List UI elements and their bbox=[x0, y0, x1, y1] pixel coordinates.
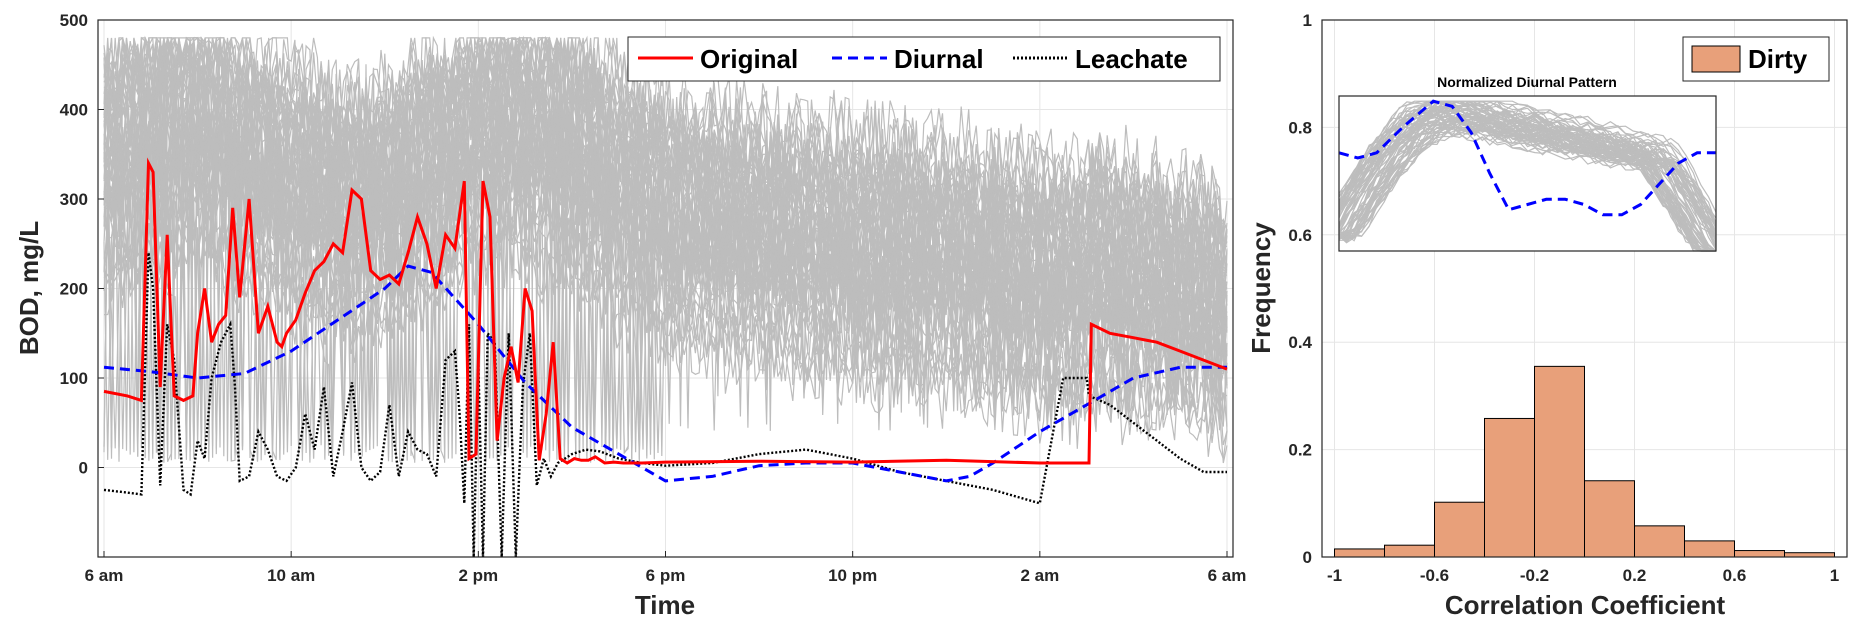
left-background-trace bbox=[103, 189, 1228, 464]
right-y-tick-label: 0 bbox=[1303, 548, 1312, 567]
right-x-tick-label: 0.6 bbox=[1723, 566, 1747, 585]
inset-background-trace bbox=[1338, 104, 1717, 237]
right-x-axis-label: Correlation Coefficient bbox=[1445, 590, 1726, 620]
left-y-tick-label: 0 bbox=[79, 459, 88, 478]
histogram-bar bbox=[1334, 548, 1385, 558]
left-x-tick-label: 2 am bbox=[1020, 566, 1059, 585]
correlation-histogram-chart: -1 -0.6 -0.2 0.2 0.6 1 0 0.2 0.4 0.6 0.8 1 Correla… bbox=[1246, 11, 1848, 620]
histogram-bar bbox=[1584, 480, 1635, 558]
histogram-bar bbox=[1384, 544, 1435, 558]
left-background-traces bbox=[103, 35, 1228, 464]
left-y-tick-label: 500 bbox=[60, 11, 88, 30]
left-background-trace bbox=[103, 36, 1228, 462]
inset-frame bbox=[1338, 95, 1717, 252]
right-histogram-bars bbox=[1334, 365, 1835, 558]
left-x-tick-label: 6 am bbox=[1208, 566, 1247, 585]
histogram-bar bbox=[1534, 365, 1585, 558]
series-original-line bbox=[103, 157, 1228, 465]
legend-original-label: Original bbox=[700, 44, 798, 74]
left-x-tick-label: 10 am bbox=[267, 566, 315, 585]
right-y-tick-label: 1 bbox=[1303, 11, 1312, 30]
right-legend: Dirty bbox=[1682, 36, 1830, 82]
right-x-tick-label: -1 bbox=[1327, 566, 1342, 585]
histogram-bar bbox=[1434, 501, 1485, 558]
left-x-tick-label: 10 pm bbox=[828, 566, 877, 585]
inset-background-trace bbox=[1338, 105, 1716, 252]
right-x-tick-labels: -1 -0.6 -0.2 0.2 0.6 1 bbox=[1327, 566, 1839, 585]
right-x-tick-label: -0.2 bbox=[1520, 566, 1549, 585]
histogram-bar bbox=[1484, 417, 1535, 558]
inset-background-trace bbox=[1338, 100, 1717, 238]
left-background-trace bbox=[103, 196, 1228, 453]
histogram-bar bbox=[1634, 525, 1685, 558]
series-leachate-line bbox=[103, 252, 1227, 558]
left-legend: Original Diurnal Leachate bbox=[627, 36, 1221, 82]
histogram-bar bbox=[1684, 540, 1735, 558]
inset-background-trace bbox=[1338, 100, 1716, 252]
left-y-tick-labels: 0 100 200 300 400 500 bbox=[60, 11, 104, 478]
right-y-tick-labels: 0 0.2 0.4 0.6 0.8 1 bbox=[1288, 11, 1312, 567]
legend-diurnal-label: Diurnal bbox=[894, 44, 984, 74]
left-x-tick-label: 6 pm bbox=[646, 566, 686, 585]
left-y-tick-label: 400 bbox=[60, 101, 88, 120]
inset-background-trace bbox=[1338, 100, 1716, 252]
left-background-trace bbox=[103, 80, 1228, 462]
left-x-tick-labels: 6 am 10 am 2 pm 6 pm 10 pm 2 am 6 am bbox=[85, 551, 1247, 585]
left-background-trace bbox=[103, 43, 1227, 463]
inset-series-line bbox=[1338, 99, 1716, 217]
left-y-tick-label: 200 bbox=[60, 280, 88, 299]
inset-background-trace bbox=[1338, 123, 1717, 242]
left-x-axis-label: Time bbox=[635, 590, 695, 620]
legend-leachate-label: Leachate bbox=[1075, 44, 1188, 74]
left-y-axis-label: BOD, mg/L bbox=[14, 221, 44, 355]
histogram-bar bbox=[1784, 552, 1835, 558]
inset-title: Normalized Diurnal Pattern bbox=[1437, 74, 1617, 90]
inset-background-trace bbox=[1338, 126, 1716, 252]
left-legend-box bbox=[627, 36, 1221, 82]
left-background-trace bbox=[103, 133, 1228, 460]
right-y-tick-label: 0.6 bbox=[1288, 226, 1312, 245]
right-y-axis-label: Frequency bbox=[1246, 222, 1276, 354]
right-x-tick-label: -0.6 bbox=[1420, 566, 1449, 585]
right-y-tick-label: 0.4 bbox=[1288, 333, 1312, 352]
inset-background-trace bbox=[1338, 100, 1717, 243]
left-background-trace bbox=[103, 159, 1228, 461]
left-series-lines bbox=[103, 157, 1228, 558]
legend-dirty-label: Dirty bbox=[1748, 44, 1808, 74]
left-y-tick-label: 100 bbox=[60, 369, 88, 388]
right-x-tick-label: 1 bbox=[1830, 566, 1839, 585]
inset-background-traces bbox=[1338, 100, 1717, 252]
legend-dirty-swatch bbox=[1691, 45, 1741, 73]
left-background-trace bbox=[103, 95, 1228, 462]
series-diurnal-line bbox=[103, 264, 1227, 483]
left-y-tick-label: 300 bbox=[60, 190, 88, 209]
right-plot-frame bbox=[1321, 19, 1848, 558]
inset-normalized-diurnal-chart: Normalized Diurnal Pattern bbox=[1338, 74, 1717, 252]
inset-diurnal-line bbox=[1338, 99, 1716, 217]
inset-background-trace bbox=[1338, 107, 1717, 252]
left-background-trace bbox=[103, 120, 1228, 463]
left-x-tick-label: 2 pm bbox=[458, 566, 498, 585]
left-background-trace bbox=[103, 106, 1228, 448]
right-y-tick-label: 0.8 bbox=[1288, 118, 1312, 137]
right-x-tick-label: 0.2 bbox=[1623, 566, 1647, 585]
bod-time-series-chart: 6 am 10 am 2 pm 6 pm 10 pm 2 am 6 am 0 100 200 30… bbox=[14, 11, 1246, 620]
histogram-bar bbox=[1734, 550, 1785, 558]
left-x-tick-label: 6 am bbox=[85, 566, 124, 585]
right-y-tick-label: 0.2 bbox=[1288, 441, 1312, 460]
left-background-trace bbox=[103, 202, 1228, 463]
